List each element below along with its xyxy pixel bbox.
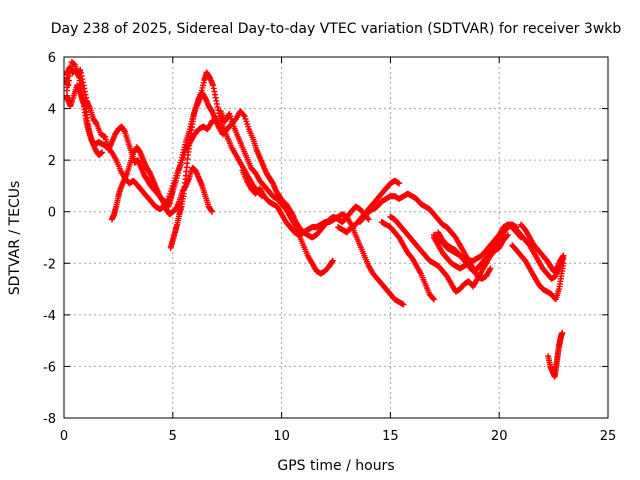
data-point <box>208 208 215 215</box>
data-point <box>365 216 372 223</box>
data-points <box>64 59 567 380</box>
y-tick-label: -6 <box>43 360 56 375</box>
y-tick-label: -2 <box>43 257 56 272</box>
series-arc16 <box>509 242 567 303</box>
axis-ticks: 0 5 10 15 20 25 -8 -6 -4 -2 0 2 4 6 <box>43 51 616 444</box>
y-tick-label: -4 <box>43 309 56 324</box>
x-tick-label: 5 <box>169 429 177 444</box>
data-point <box>487 265 494 272</box>
data-point <box>329 257 336 264</box>
series-arc15 <box>430 221 567 282</box>
series-arc1 <box>64 64 220 213</box>
x-tick-label: 20 <box>491 429 508 444</box>
series-arc17 <box>517 221 567 275</box>
x-tick-label: 0 <box>60 429 68 444</box>
y-tick-label: 0 <box>48 206 56 221</box>
y-tick-label: 4 <box>48 103 56 118</box>
data-point <box>430 296 437 303</box>
x-tick-label: 25 <box>600 429 617 444</box>
grid <box>64 57 608 418</box>
y-axis-label: SDTVAR / TECUs <box>7 181 23 296</box>
x-axis-label: GPS time / hours <box>277 458 394 474</box>
series-arc18 <box>545 329 566 380</box>
data-point <box>560 252 567 259</box>
series-arc11 <box>378 219 437 303</box>
series-arc3 <box>64 82 106 158</box>
data-point <box>430 295 437 302</box>
y-tick-label: 6 <box>48 51 56 66</box>
y-tick-label: -8 <box>43 412 56 427</box>
chart-title: Day 238 of 2025, Sidereal Day-to-day VTE… <box>51 21 622 37</box>
data-point <box>504 232 511 239</box>
plot-frame <box>63 56 609 419</box>
data-point <box>400 301 407 308</box>
data-point <box>559 329 566 336</box>
x-tick-label: 15 <box>382 429 399 444</box>
data-point <box>396 180 403 187</box>
data-point <box>99 149 106 156</box>
data-point <box>504 231 511 238</box>
x-tick-label: 10 <box>273 429 290 444</box>
series-arc8 <box>239 167 407 308</box>
data-point <box>240 112 247 119</box>
y-tick-label: 2 <box>48 154 56 169</box>
